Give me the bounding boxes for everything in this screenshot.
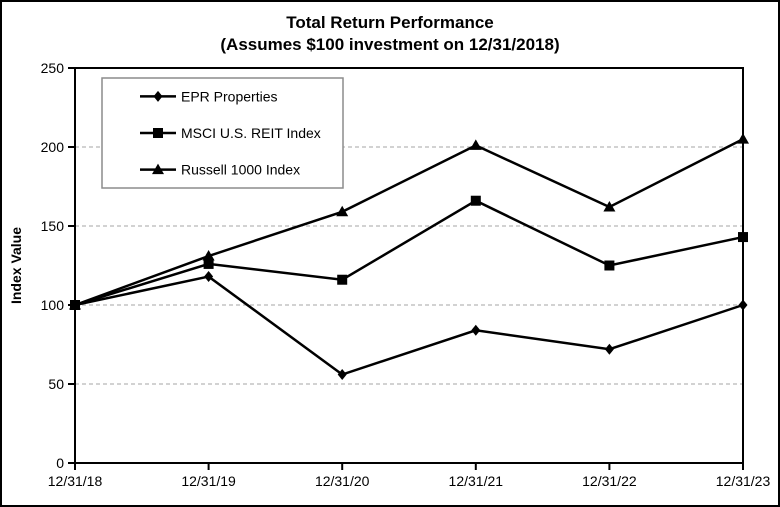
- y-axis-tick-label-150: 150: [41, 218, 65, 234]
- x-axis-tick-label-12-31-23: 12/31/23: [716, 473, 771, 489]
- series-marker-russell-1000-index-3: [469, 139, 482, 150]
- series-marker-epr-properties-5: [738, 299, 748, 311]
- y-axis-tick-label-0: 0: [56, 455, 64, 471]
- y-axis-tick-label-50: 50: [48, 376, 64, 392]
- series-marker-russell-1000-index-1: [202, 250, 215, 261]
- x-axis-tick-label-12-31-21: 12/31/21: [449, 473, 504, 489]
- y-axis-tick-label-200: 200: [41, 139, 65, 155]
- y-axis-tick-label-100: 100: [41, 297, 65, 313]
- series-marker-msci-u-s-reit-index-2: [337, 274, 348, 285]
- plot-border: [74, 67, 744, 464]
- legend-marker-epr-properties: [153, 90, 163, 102]
- series-marker-russell-1000-index-2: [336, 205, 349, 217]
- x-axis-tick-label-12-31-19: 12/31/19: [181, 473, 236, 489]
- x-axis-tick-label-12-31-22: 12/31/22: [582, 473, 637, 489]
- legend-marker-msci-u-s-reit-index: [153, 128, 163, 138]
- series-marker-msci-u-s-reit-index-3: [470, 195, 481, 206]
- legend-marker-russell-1000-index: [152, 163, 164, 175]
- chart-title-block: Total Return Performance (Assumes $100 i…: [2, 12, 778, 56]
- series-marker-epr-properties-4: [604, 343, 614, 355]
- x-axis-tick-label-12-31-20: 12/31/20: [315, 473, 370, 489]
- series-marker-epr-properties-3: [471, 324, 481, 336]
- series-marker-russell-1000-index-5: [737, 133, 749, 144]
- series-marker-msci-u-s-reit-index-5: [738, 232, 748, 243]
- chart-subtitle: (Assumes $100 investment on 12/31/2018): [220, 35, 560, 54]
- chart-title: Total Return Performance: [286, 13, 494, 32]
- legend-label-epr-properties: EPR Properties: [181, 88, 277, 104]
- series-line-russell-1000-index: [74, 137, 744, 307]
- series-marker-msci-u-s-reit-index-4: [604, 260, 615, 271]
- series-line-epr-properties: [74, 275, 744, 376]
- series-marker-russell-1000-index-0: [69, 299, 81, 310]
- legend-label-msci-u-s-reit-index: MSCI U.S. REIT Index: [181, 125, 321, 141]
- series-line-msci-u-s-reit-index: [74, 199, 744, 307]
- series-marker-epr-properties-2: [337, 369, 347, 381]
- x-axis-tick-label-12-31-18: 12/31/18: [48, 473, 103, 489]
- series-marker-msci-u-s-reit-index-1: [203, 258, 214, 269]
- y-axis-title: Index Value: [8, 227, 24, 304]
- y-axis-tick-label-250: 250: [41, 60, 65, 76]
- legend-label-russell-1000-index: Russell 1000 Index: [181, 162, 300, 178]
- series-marker-epr-properties-1: [204, 271, 214, 283]
- series-marker-russell-1000-index-4: [603, 201, 616, 212]
